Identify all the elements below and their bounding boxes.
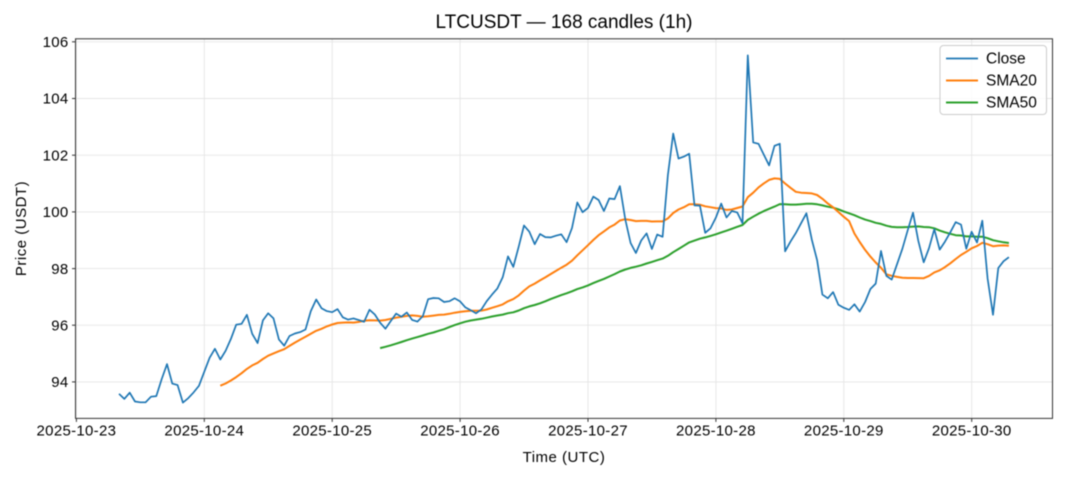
- svg-text:100: 100: [43, 204, 69, 221]
- svg-text:2025-10-30: 2025-10-30: [932, 423, 1012, 440]
- svg-text:2025-10-25: 2025-10-25: [292, 423, 372, 440]
- svg-text:SMA20: SMA20: [986, 73, 1037, 90]
- svg-text:98: 98: [51, 261, 68, 278]
- svg-text:Close: Close: [986, 51, 1026, 68]
- svg-text:104: 104: [43, 91, 69, 108]
- svg-text:Price (USDT): Price (USDT): [13, 181, 30, 276]
- svg-text:2025-10-29: 2025-10-29: [804, 423, 884, 440]
- svg-text:102: 102: [43, 147, 69, 164]
- svg-text:96: 96: [51, 317, 68, 334]
- svg-text:Time (UTC): Time (UTC): [523, 449, 606, 466]
- svg-text:LTCUSDT — 168 candles (1h): LTCUSDT — 168 candles (1h): [436, 12, 693, 33]
- svg-text:106: 106: [43, 34, 69, 51]
- svg-text:2025-10-26: 2025-10-26: [420, 423, 500, 440]
- svg-text:94: 94: [51, 374, 68, 391]
- svg-text:2025-10-28: 2025-10-28: [676, 423, 756, 440]
- svg-text:SMA50: SMA50: [986, 95, 1037, 112]
- svg-text:2025-10-24: 2025-10-24: [164, 423, 244, 440]
- svg-text:2025-10-23: 2025-10-23: [37, 423, 117, 440]
- svg-text:2025-10-27: 2025-10-27: [548, 423, 628, 440]
